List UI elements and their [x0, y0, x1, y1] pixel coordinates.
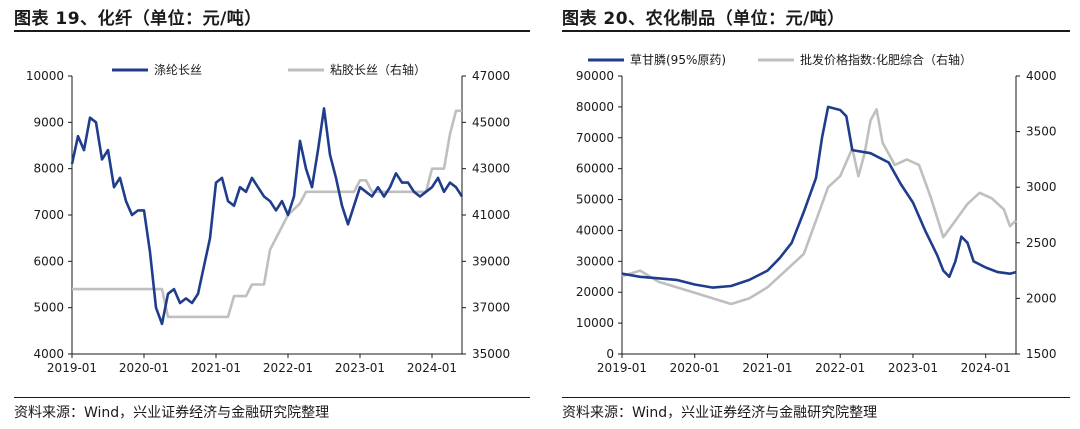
chart-panel-agrochem: 图表 20、农化制品（单位：元/吨） 0 10000 20000 30000 40000… [548, 0, 1080, 429]
y-left-tick-label: 8000 [33, 162, 64, 176]
x-tick-label: 2023-01 [888, 361, 938, 375]
series-line-secondary [621, 108, 1017, 306]
legend-label: 草甘膦(95%原药) [630, 52, 726, 67]
title-rule [14, 30, 530, 32]
source-rule [562, 397, 1070, 398]
y-left-tick-label: 70000 [576, 131, 614, 145]
chart-fiber: 4000 5000 6000 7000 8000 9000 10000 35000 37000 3… [26, 62, 510, 375]
source-note: 资料来源：Wind，兴业证券经济与金融研究院整理 [14, 405, 330, 421]
source-rule [14, 397, 530, 398]
x-tick-label: 2020-01 [119, 361, 169, 375]
x-tick-label: 2024-01 [961, 361, 1011, 375]
y-left-tick-label: 4000 [33, 347, 64, 361]
y-right-tick-label: 2500 [1026, 236, 1057, 250]
y-left-tick-label: 10000 [576, 316, 614, 330]
y-right-tick-label: 39000 [472, 254, 510, 268]
y-right-tick-label: 3000 [1026, 180, 1057, 194]
legend-label: 粘胶长丝（右轴） [330, 62, 426, 77]
y-left-tick-label: 50000 [576, 193, 614, 207]
title-rule [562, 30, 1070, 32]
x-tick-label: 2020-01 [670, 361, 720, 375]
series-line-primary [70, 107, 464, 326]
y-left-tick-label: 9000 [33, 115, 64, 129]
chart-panel-fiber: 图表 19、化纤（单位：元/吨） 4000 5000 6000 7000 8000 900… [14, 9, 530, 421]
y-right-tick-label: 43000 [472, 162, 510, 176]
y-right-tick-label: 37000 [472, 301, 510, 315]
y-right-tick-label: 2000 [1026, 291, 1057, 305]
x-tick-label: 2021-01 [191, 361, 241, 375]
y-left-tick-label: 6000 [33, 254, 64, 268]
y-right-tick-label: 3500 [1026, 125, 1057, 139]
x-tick-label: 2021-01 [742, 361, 792, 375]
x-tick-label: 2019-01 [597, 361, 647, 375]
y-left-tick-label: 7000 [33, 208, 64, 222]
y-left-tick-label: 40000 [576, 223, 614, 237]
y-left-tick-label: 20000 [576, 285, 614, 299]
y-left-tick-label: 90000 [576, 69, 614, 83]
chart-title: 图表 20、农化制品（单位：元/吨） [562, 9, 845, 29]
legend-label: 涤纶长丝 [154, 63, 202, 77]
source-note: 资料来源：Wind，兴业证券经济与金融研究院整理 [562, 405, 878, 421]
y-right-tick-label: 1500 [1026, 347, 1057, 361]
y-right-tick-label: 35000 [472, 347, 510, 361]
y-left-tick-label: 60000 [576, 162, 614, 176]
chart-title: 图表 19、化纤（单位：元/吨） [14, 9, 262, 29]
y-left-tick-label: 80000 [576, 100, 614, 114]
series-line-primary [621, 105, 1017, 289]
x-tick-label: 2019-01 [47, 361, 97, 375]
y-left-tick-label: 5000 [33, 301, 64, 315]
x-tick-label: 2024-01 [407, 361, 457, 375]
chart-agrochem: 0 10000 20000 30000 40000 50000 60000 70000 8000… [576, 52, 1057, 375]
y-right-tick-label: 47000 [472, 69, 510, 83]
y-right-tick-label: 41000 [472, 208, 510, 222]
series-line-secondary [72, 109, 462, 319]
legend-label: 批发价格指数:化肥综合（右轴） [800, 52, 972, 67]
y-right-tick-label: 4000 [1026, 69, 1057, 83]
y-left-tick-label: 10000 [26, 69, 64, 83]
y-left-tick-label: 0 [606, 347, 614, 361]
y-left-tick-label: 30000 [576, 254, 614, 268]
x-tick-label: 2022-01 [815, 361, 865, 375]
y-right-tick-label: 45000 [472, 115, 510, 129]
x-tick-label: 2022-01 [263, 361, 313, 375]
x-tick-label: 2023-01 [335, 361, 385, 375]
